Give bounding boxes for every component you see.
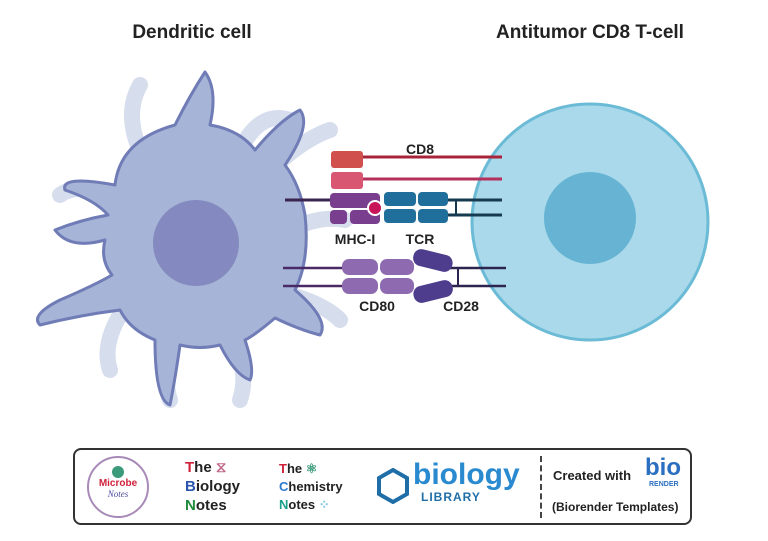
- biorender-templates-text: (Biorender Templates): [552, 500, 679, 514]
- cd8-label: CD8: [406, 141, 434, 157]
- dendritic-cell-title: Dendritic cell: [132, 22, 251, 43]
- microbe-notes-logo: Microbe Notes: [87, 456, 149, 518]
- tcr: [384, 192, 502, 223]
- tcr-label: TCR: [406, 231, 435, 247]
- t-cell: [470, 102, 710, 342]
- divider: [540, 456, 542, 518]
- tcell-nucleus: [544, 172, 636, 264]
- tcell-title: Antitumor CD8 T-cell: [496, 22, 684, 43]
- dendritic-nucleus: [153, 200, 239, 286]
- mhc-i: [285, 193, 383, 224]
- peptide: [367, 200, 383, 216]
- hexagon-icon: [377, 468, 409, 504]
- mhc-label: MHC-I: [335, 231, 375, 247]
- biorender-logo: bio: [645, 454, 681, 481]
- cell-interaction-diagram: Dendritic cell Antitumor CD8 T-cell CD8 …: [36, 22, 710, 408]
- cd8-receptor: [331, 151, 502, 189]
- dna-icon: ⧖: [215, 459, 227, 476]
- footer-logos: Microbe Notes The ⧖ Biology Notes The ⚛ …: [73, 448, 692, 525]
- biology-notes-logo: The ⧖ Biology Notes: [185, 459, 241, 514]
- dendritic-cell: [36, 70, 324, 407]
- chemistry-notes-logo: The ⚛ Chemistry Notes ⁘: [279, 461, 343, 512]
- atom-icon: ⚛: [305, 461, 318, 476]
- cd28-label: CD28: [443, 298, 479, 314]
- created-with-text: Created with: [553, 468, 632, 483]
- cd80-label: CD80: [359, 298, 395, 314]
- cd80-cd28: [283, 249, 506, 303]
